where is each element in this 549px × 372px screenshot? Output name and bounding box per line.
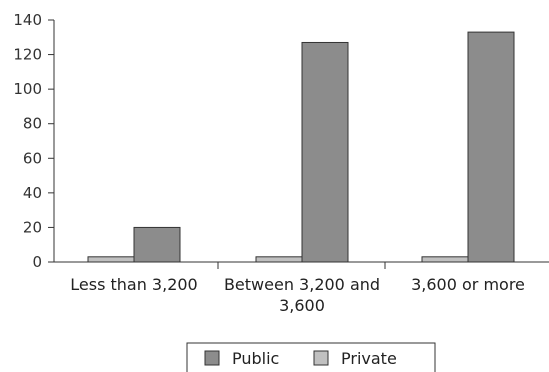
legend-swatch: [313, 350, 329, 366]
bar-public: [467, 31, 515, 263]
y-tick-label: 80: [23, 115, 42, 133]
legend-swatch: [204, 350, 220, 366]
bars: [87, 31, 515, 263]
x-tick-label: 3,600 or more: [411, 275, 525, 294]
y-tick-label: 140: [13, 11, 42, 29]
legend-label: Private: [341, 349, 397, 368]
legend: Public Private: [186, 342, 436, 372]
legend-box: [186, 342, 436, 372]
y-tick-label: 40: [23, 184, 42, 202]
x-tick-label: Between 3,200 and: [224, 275, 380, 294]
y-tick-label: 100: [13, 80, 42, 98]
y-tick-label: 60: [23, 149, 42, 167]
x-tick-label: Less than 3,200: [70, 275, 197, 294]
bar-public: [301, 41, 349, 263]
y-axis: 0 20 40 60 80 100 120 140: [13, 11, 55, 271]
legend-label: Public: [232, 349, 279, 368]
bar-public: [133, 226, 181, 263]
x-axis: Less than 3,200 Between 3,200 and 3,600 3,6…: [54, 261, 549, 315]
bar-private: [421, 256, 469, 263]
bar-private: [255, 256, 303, 263]
y-tick-label: 120: [13, 46, 42, 64]
bar-private: [87, 256, 135, 263]
y-tick-label: 0: [32, 253, 42, 271]
x-tick-label: 3,600: [279, 296, 325, 315]
y-tick-label: 20: [23, 218, 42, 236]
